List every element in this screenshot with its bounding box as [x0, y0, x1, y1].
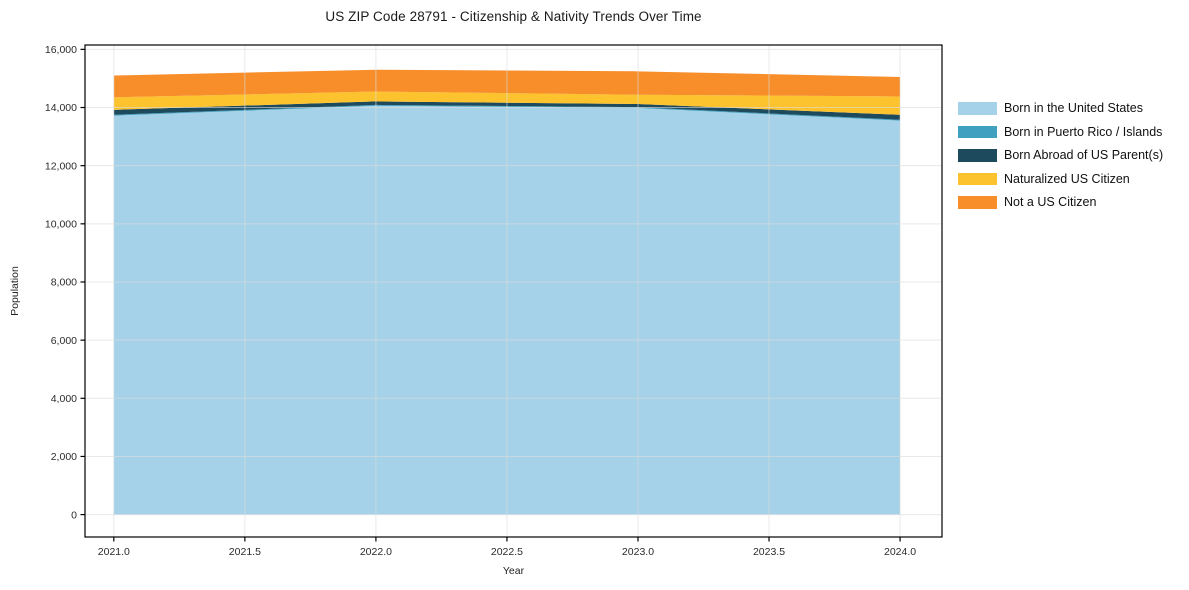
area-naturalized-us-citizen [113, 91, 901, 115]
legend-swatch-icon [958, 196, 997, 209]
y-tick-label: 12,000 [45, 160, 77, 172]
legend-swatch-icon [958, 172, 997, 185]
x-tick-label: 2022.5 [491, 546, 523, 558]
y-axis-label: Population [9, 266, 21, 316]
y-tick-label: 10,000 [45, 219, 77, 231]
legend-label: Born in Puerto Rico / Islands [1004, 124, 1163, 139]
y-tick-label: 6,000 [51, 335, 77, 347]
legend-item-not-a-us-citizen: Not a US Citizen [958, 196, 1163, 209]
x-tick-label: 2021.5 [229, 546, 261, 558]
legend-label: Born Abroad of US Parent(s) [1004, 148, 1164, 162]
area-born-abroad-of-us-parent-s [113, 101, 901, 120]
y-tick-label: 0 [71, 509, 77, 521]
x-tick-label: 2023.0 [622, 546, 654, 558]
x-tick-label: 2023.5 [753, 546, 785, 558]
chart-title: US ZIP Code 28791 - Citizenship & Nativi… [325, 9, 702, 24]
y-tick-label: 2,000 [51, 451, 77, 463]
x-tick-label: 2022.0 [360, 546, 392, 558]
legend: Born in the United States Born in Puerto … [958, 102, 1163, 209]
legend-item-born-in-the-united-states: Born in the United States [958, 102, 1163, 115]
legend-label: Not a US Citizen [1004, 195, 1097, 209]
legend-swatch-icon [958, 125, 997, 138]
legend-item-naturalized-us-citizen: Naturalized US Citizen [958, 171, 1163, 186]
x-axis-label: Year [502, 565, 525, 577]
legend-item-born-abroad-of-us-parent-s: Born Abroad of US Parent(s) [958, 149, 1163, 162]
x-tick-label: 2021.0 [98, 546, 130, 558]
area-born-in-puerto-rico-islands [113, 104, 901, 121]
legend-label: Born in the United States [1004, 101, 1143, 115]
y-tick-label: 4,000 [51, 393, 77, 405]
y-tick-label: 16,000 [45, 44, 77, 56]
legend-swatch-icon [958, 102, 997, 115]
x-tick-label: 2024.0 [884, 546, 916, 558]
y-tick-label: 8,000 [51, 277, 77, 289]
legend-label: Naturalized US Citizen [1004, 171, 1130, 186]
plot-border [84, 44, 943, 538]
y-tick-label: 14,000 [45, 102, 77, 114]
legend-item-born-in-puerto-rico-islands: Born in Puerto Rico / Islands [958, 124, 1163, 139]
legend-swatch-icon [958, 149, 997, 162]
